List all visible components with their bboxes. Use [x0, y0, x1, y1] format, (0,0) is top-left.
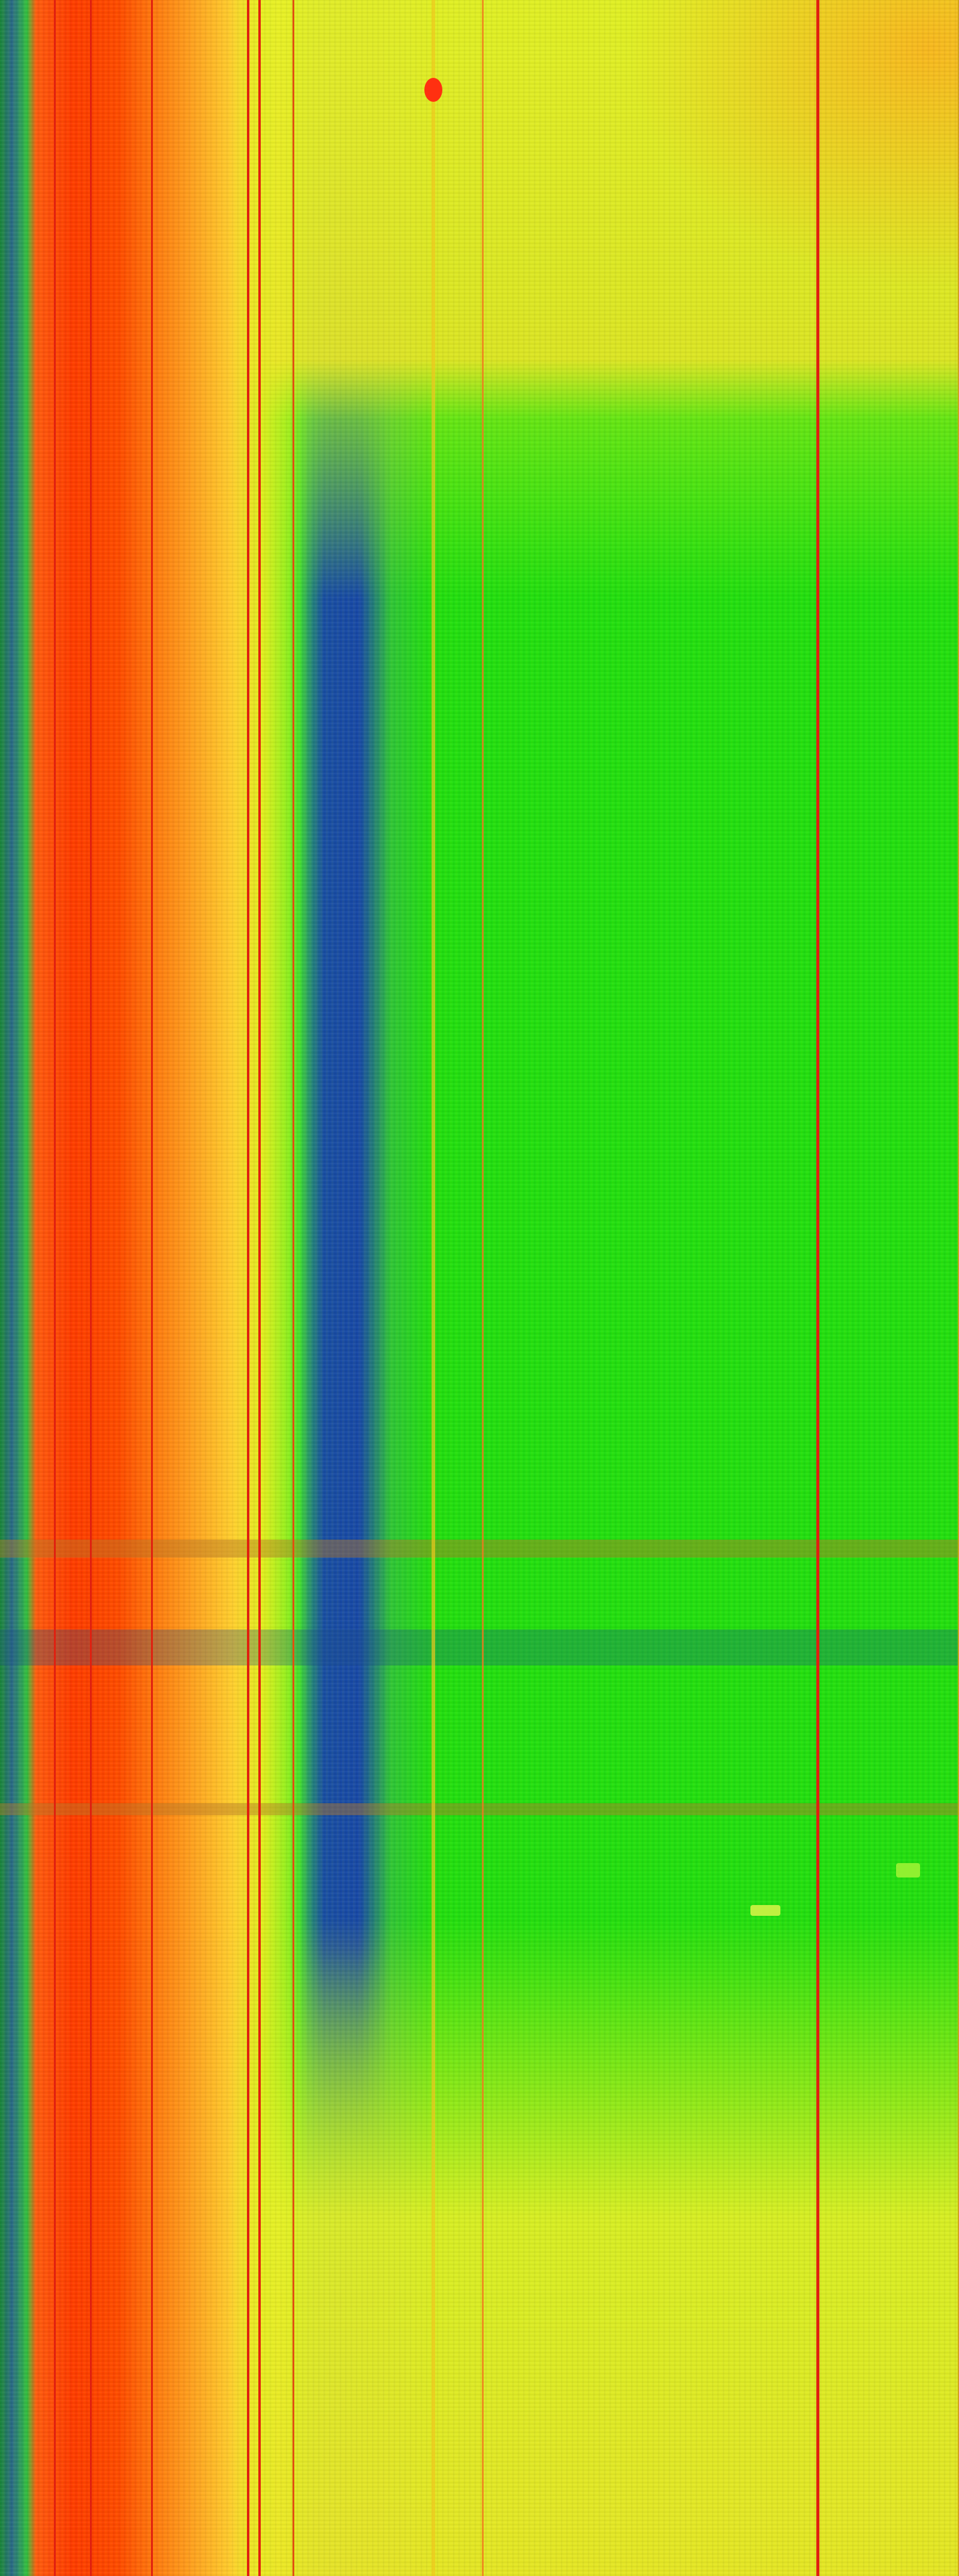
signal-line	[816, 0, 819, 2576]
horizontal-band	[0, 1629, 959, 1665]
horizontal-band	[0, 1540, 959, 1558]
signal-line	[258, 0, 261, 2576]
burst	[750, 1905, 780, 1916]
signal-line	[958, 0, 959, 2576]
signal-line	[292, 0, 294, 2576]
signal-line	[432, 0, 435, 2576]
signal-line	[151, 0, 153, 2576]
burst	[424, 78, 442, 102]
burst	[896, 1863, 920, 1877]
signal-line	[54, 0, 56, 2576]
signal-line	[90, 0, 92, 2576]
horizontal-band	[0, 1803, 959, 1815]
signal-line	[482, 0, 484, 2576]
signal-line	[247, 0, 249, 2576]
